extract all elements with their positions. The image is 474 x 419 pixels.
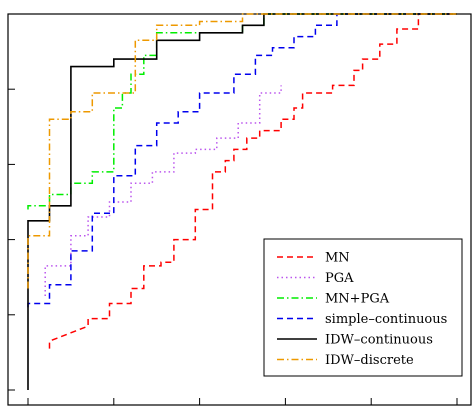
plot-area — [7, 13, 472, 406]
legend-label-6: IDW–discrete — [325, 353, 414, 368]
legend-label-5: IDW–continuous — [325, 333, 433, 348]
legend: MN PGA MN+PGA simple–continuous IDW–continuo… — [263, 238, 463, 377]
series-line-2 — [44, 85, 282, 296]
legend-box — [263, 238, 463, 377]
legend-label-2: PGA — [325, 271, 354, 286]
series-line-3 — [27, 13, 457, 210]
series-line-1 — [48, 13, 457, 349]
legend-label-1: MN — [325, 251, 350, 266]
plot-frame — [7, 13, 472, 406]
series-lines — [27, 13, 457, 390]
series-line-5 — [27, 13, 457, 390]
legend-items: MN PGA MN+PGA simple–continuous IDW–continuo… — [277, 251, 447, 368]
series-line-4 — [27, 13, 457, 308]
legend-label-4: simple–continuous — [325, 312, 447, 327]
series-line-6 — [27, 13, 457, 289]
legend-label-3: MN+PGA — [325, 292, 390, 307]
y-axis-ticks — [8, 13, 15, 391]
x-axis-ticks — [27, 398, 458, 405]
